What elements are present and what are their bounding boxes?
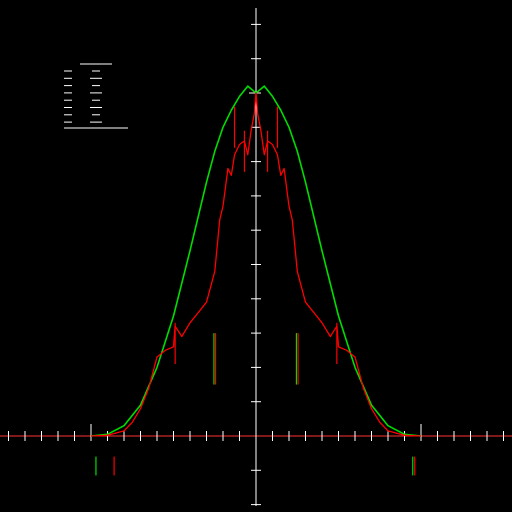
series-group <box>90 85 422 437</box>
series-line-detailed <box>90 92 422 437</box>
marker-lines <box>95 333 416 476</box>
legend <box>64 63 128 129</box>
axes <box>0 8 512 506</box>
